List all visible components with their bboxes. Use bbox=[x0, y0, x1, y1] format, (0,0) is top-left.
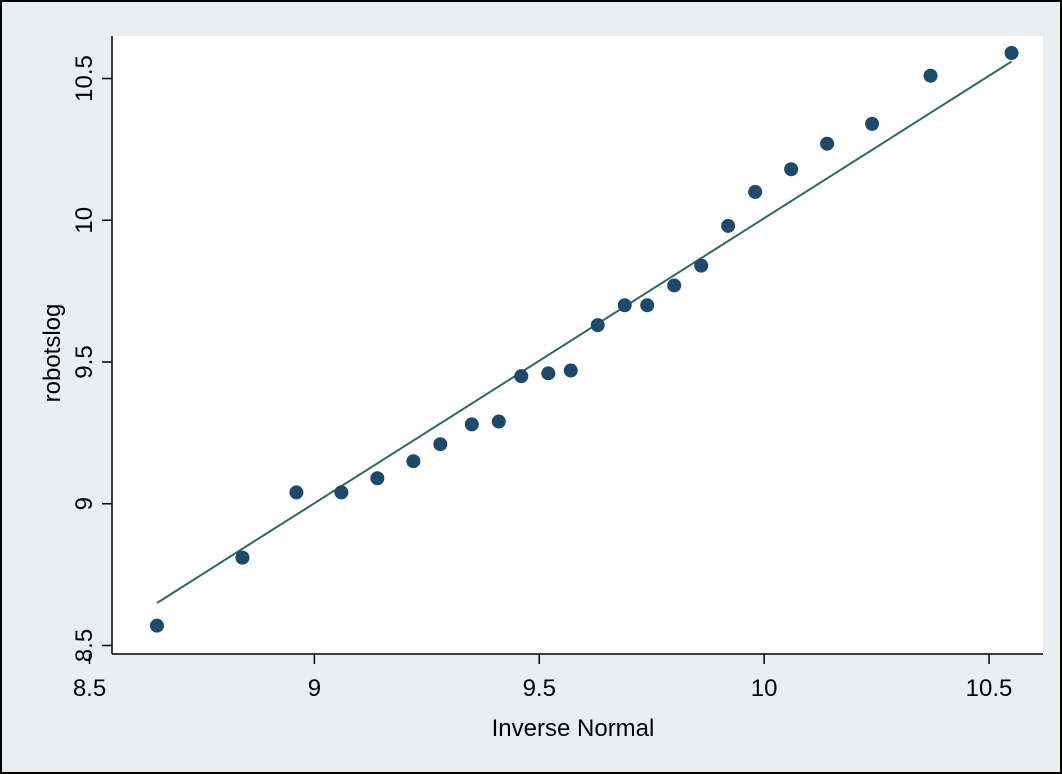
data-point bbox=[149, 618, 164, 633]
x-tick-label: 9 bbox=[308, 675, 321, 702]
data-point bbox=[640, 298, 655, 313]
fit-line-group bbox=[156, 60, 1013, 604]
data-point bbox=[1004, 46, 1019, 61]
data-point bbox=[590, 318, 605, 333]
data-point bbox=[464, 417, 479, 432]
data-point bbox=[514, 369, 529, 384]
data-point bbox=[370, 471, 385, 486]
data-point bbox=[748, 184, 763, 199]
y-tick-label: 8.5 bbox=[71, 629, 98, 662]
x-tick-label: 8.5 bbox=[73, 675, 106, 702]
axes: 8.5 9 9.5 10 10.5 8.5 9 9.5 10 10.5 bbox=[71, 36, 1043, 702]
plot-area bbox=[112, 36, 1043, 654]
data-point bbox=[563, 363, 578, 378]
data-point bbox=[721, 218, 736, 233]
data-point bbox=[406, 454, 421, 469]
x-tick-label: 10 bbox=[751, 675, 778, 702]
data-point bbox=[235, 550, 250, 565]
y-tick-label: 9 bbox=[71, 497, 98, 510]
fit-line bbox=[156, 60, 1013, 604]
data-point bbox=[617, 298, 632, 313]
data-point bbox=[667, 278, 682, 293]
x-axis-label: Inverse Normal bbox=[492, 715, 655, 742]
data-point bbox=[820, 136, 835, 151]
data-point bbox=[491, 414, 506, 429]
y-tick-label: 10.5 bbox=[71, 55, 98, 102]
y-tick-label: 10 bbox=[71, 207, 98, 234]
y-tick-label: 9.5 bbox=[71, 345, 98, 378]
data-point bbox=[923, 68, 938, 83]
data-point bbox=[433, 437, 448, 452]
data-point bbox=[694, 258, 709, 273]
data-point bbox=[541, 366, 556, 381]
data-point bbox=[865, 116, 880, 131]
x-tick-label: 9.5 bbox=[523, 675, 556, 702]
x-tick-label: 10.5 bbox=[966, 675, 1013, 702]
data-points bbox=[149, 46, 1019, 633]
y-axis-label: robotslog bbox=[39, 304, 66, 403]
data-point bbox=[334, 485, 349, 500]
data-point bbox=[784, 162, 799, 177]
data-point bbox=[289, 485, 304, 500]
